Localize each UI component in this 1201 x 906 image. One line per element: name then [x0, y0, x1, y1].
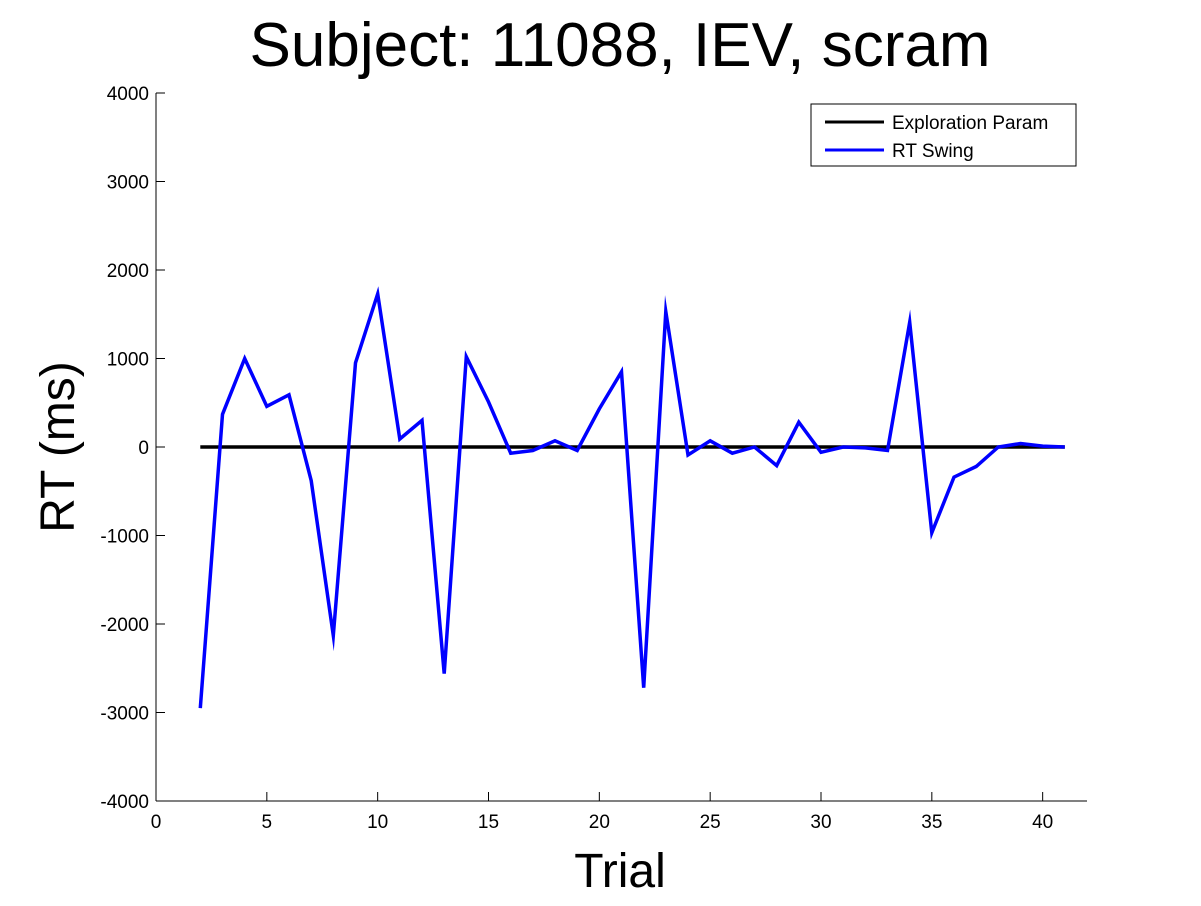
- x-tick-label: 20: [589, 812, 610, 833]
- x-tick-label: 5: [262, 812, 273, 833]
- x-tick-label: 40: [1032, 812, 1053, 833]
- legend: Exploration Param RT Swing: [810, 103, 1077, 167]
- series-line-rt-swing: [198, 286, 1065, 709]
- legend-label-exploration-param: Exploration Param: [892, 113, 1048, 134]
- legend-box: [810, 103, 1077, 167]
- y-tick-label: 2000: [107, 261, 149, 282]
- x-tick-label: 35: [921, 812, 942, 833]
- y-tick-label: 3000: [107, 173, 149, 194]
- x-tick-label: 25: [700, 812, 721, 833]
- y-tick-label: 4000: [107, 84, 149, 105]
- legend-label-rt-swing: RT Swing: [892, 141, 974, 162]
- x-tick-label: 10: [367, 812, 388, 833]
- x-tick-label: 15: [478, 812, 499, 833]
- y-tick-label: -2000: [100, 615, 149, 636]
- y-tick-label: -3000: [100, 704, 149, 725]
- x-tick-label: 30: [810, 812, 831, 833]
- x-axis-label: Trial: [574, 845, 666, 898]
- y-tick-label: 0: [138, 438, 149, 459]
- y-axis-label: RT (ms): [32, 361, 85, 533]
- chart-title: Subject: 11088, IEV, scram: [250, 11, 991, 80]
- x-tick-label: 0: [151, 812, 162, 833]
- plot-area: [198, 286, 1065, 709]
- y-tick-label: 1000: [107, 350, 149, 371]
- y-tick-label: -1000: [100, 527, 149, 548]
- axes: 0 5 10 15 20 25 30 35 40 -4000 -3000 -2000 -1000 0 100…: [100, 84, 1087, 833]
- y-tick-label: -4000: [100, 792, 149, 813]
